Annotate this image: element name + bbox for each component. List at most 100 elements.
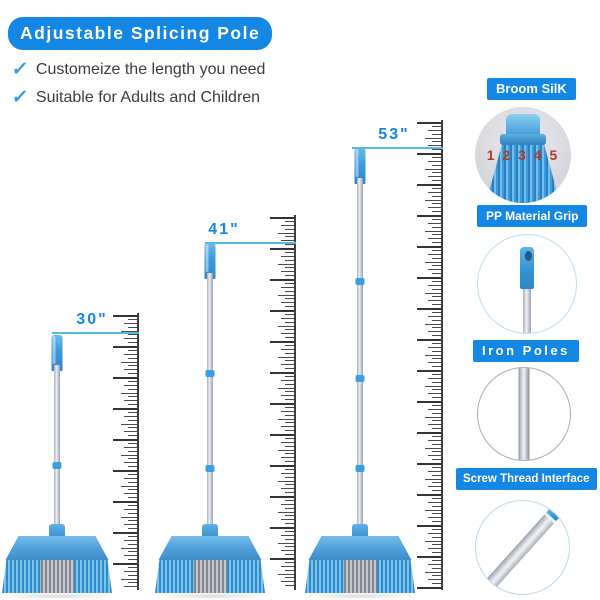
ruler-minor-tick [121,485,137,487]
ruler-minor-tick [432,552,441,554]
ruler-minor-tick [425,478,441,480]
measure-line-41 [205,242,296,244]
ruler-minor-tick [285,437,294,439]
ruler-minor-tick [278,449,294,451]
ruler-minor-tick [425,261,441,263]
ruler-minor-tick [128,473,137,475]
ruler-minor-tick [278,263,294,265]
ruler-minor-tick [281,426,294,428]
checkmark-icon: ✓ [10,59,30,80]
ruler-minor-tick [124,555,137,557]
ruler-minor-tick [128,481,137,483]
ruler-minor-tick [425,416,441,418]
ruler-minor-tick [432,203,441,205]
ruler-minor-tick [432,443,441,445]
ruler-major-tick [113,315,137,317]
ruler-minor-tick [432,559,441,561]
bristles-blue-right [73,560,112,593]
ruler-minor-tick [428,470,441,472]
feature-item: ✓ Suitable for Adults and Children [11,86,261,109]
ruler-minor-tick [285,344,294,346]
ruler-minor-tick [428,424,441,426]
ruler-minor-tick [432,567,441,569]
ruler-minor-tick [281,333,294,335]
ruler-minor-tick [281,472,294,474]
ruler-minor-tick [285,499,294,501]
ruler-minor-tick [124,338,137,340]
ruler-minor-tick [285,476,294,478]
ruler-minor-tick [128,543,137,545]
bristles-blue-left [155,560,194,593]
ruler-minor-tick [428,222,441,224]
measure-line-53 [352,147,443,149]
broom-head-socket [352,524,368,536]
ruler-minor-tick [432,420,441,422]
ruler-minor-tick [428,300,441,302]
ruler-minor-tick [124,477,137,479]
ruler-minor-tick [128,466,137,468]
ruler-minor-tick [124,353,137,355]
ruler-minor-tick [285,577,294,579]
ruler-minor-tick [124,539,137,541]
ruler-minor-tick [428,129,441,131]
ruler-minor-tick [285,515,294,517]
ruler-minor-tick [278,418,294,420]
broom-bristles [2,560,112,593]
ruler-minor-tick [425,292,441,294]
bristle-cap [506,114,540,136]
ruler-minor-tick [128,458,137,460]
ruler-minor-tick [428,439,441,441]
callout-image-iron-poles [477,367,571,461]
ruler-major-tick [417,494,441,496]
ruler-minor-tick [128,334,137,336]
ruler-minor-tick [124,462,137,464]
callout-image-screw-thread [475,500,570,595]
ruler-minor-tick [278,542,294,544]
ruler-minor-tick [124,524,137,526]
ruler-minor-tick [432,342,441,344]
broom-head-cap [308,536,412,560]
ruler-minor-tick [432,164,441,166]
ruler-minor-tick [128,419,137,421]
ruler-minor-tick [281,550,294,552]
ruler-minor-tick [128,442,137,444]
bristles-blue-left [305,560,344,593]
ruler-minor-tick [281,503,294,505]
ruler-minor-tick [285,352,294,354]
ruler-minor-tick [281,519,294,521]
ruler-minor-tick [285,251,294,253]
measure-line-30 [52,332,139,334]
ruler-minor-tick [128,497,137,499]
ruler-minor-tick [432,280,441,282]
ruler-minor-tick [285,282,294,284]
ruler-minor-tick [121,361,137,363]
ruler-minor-tick [432,373,441,375]
ruler-minor-tick [428,269,441,271]
ruler-major-tick [417,432,441,434]
ruler-minor-tick [281,534,294,536]
ruler-minor-tick [432,536,441,538]
ruler-minor-tick [432,180,441,182]
ruler-minor-tick [432,428,441,430]
ruler-minor-tick [285,569,294,571]
ruler-minor-tick [124,415,137,417]
ruler-minor-tick [281,395,294,397]
ruler-minor-tick [128,318,137,320]
ruler-minor-tick [432,412,441,414]
ruler-minor-tick [428,486,441,488]
ruler-minor-tick [432,474,441,476]
ruler-minor-tick [128,520,137,522]
ruler-minor-tick [281,581,294,583]
ruler-minor-tick [121,516,137,518]
ruler-minor-tick [281,565,294,567]
ruler-minor-tick [432,296,441,298]
ruler-major-tick [417,525,441,527]
ruler-minor-tick [428,284,441,286]
ruler-minor-tick [128,574,137,576]
ruler-major-tick [417,246,441,248]
broom-grip [354,148,366,184]
ruler-major-tick [270,403,294,405]
ruler-major-tick [270,372,294,374]
ruler-major-tick [417,308,441,310]
ruler-minor-tick [285,406,294,408]
